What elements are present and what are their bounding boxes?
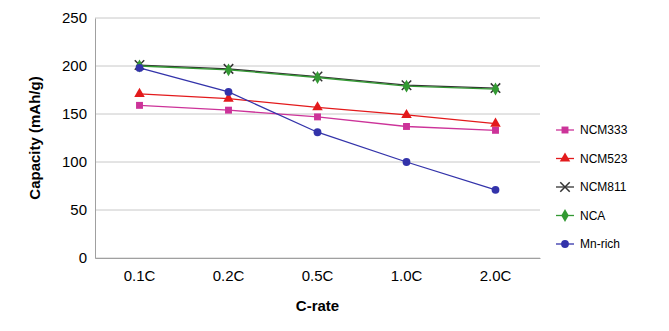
series-marker (314, 128, 322, 136)
x-tick-label: 0.2C (213, 267, 245, 284)
series-line (140, 66, 496, 89)
x-tick: 2.0C (480, 258, 512, 284)
legend-marker (561, 209, 568, 222)
x-tick-label: 0.5C (302, 267, 334, 284)
x-axis-title: C-rate (296, 297, 339, 314)
y-tick: 100 (62, 153, 95, 170)
series-marker (492, 186, 500, 194)
y-tick-label: 250 (62, 9, 87, 26)
series-marker (492, 83, 499, 96)
chart: 0 50 100 150 200 250 0.1C 0.2C 0.5C 1.0C 2.0C C-rat… (0, 0, 669, 331)
y-tick-label: 100 (62, 153, 87, 170)
series-marker (490, 118, 501, 127)
legend-item: Mn-rich (556, 237, 620, 251)
y-axis-title: Capacity (mAh/g) (26, 76, 43, 199)
y-tick: 0 (79, 249, 95, 266)
x-tick-label: 1.0C (391, 267, 423, 284)
legend-label: NCM811 (580, 180, 627, 194)
series-line (140, 68, 496, 190)
grid-line (95, 162, 540, 163)
y-tick-label: 200 (62, 57, 87, 74)
series-marker (314, 71, 321, 84)
x-tick: 1.0C (391, 258, 423, 284)
legend-item: NCM333 (556, 123, 628, 137)
x-tick-label: 2.0C (480, 267, 512, 284)
series-group (134, 60, 501, 194)
legend-marker (561, 240, 569, 248)
x-axis-line (96, 258, 541, 259)
grid (95, 18, 540, 258)
legend-label: NCA (580, 209, 605, 223)
legend-marker (560, 182, 569, 191)
grid-line (95, 258, 540, 259)
series-marker (314, 113, 321, 120)
x-tick: 0.5C (302, 258, 334, 284)
legend-item: NCM811 (556, 180, 627, 194)
series-line (140, 65, 496, 88)
y-tick: 50 (70, 201, 95, 218)
series-marker (225, 88, 233, 96)
x-tick: 0.2C (213, 258, 245, 284)
series-marker (403, 123, 410, 130)
x-tick: 0.1C (124, 258, 156, 284)
grid-line (95, 210, 540, 211)
legend-label: Mn-rich (580, 237, 620, 251)
series-marker (225, 107, 232, 114)
x-tick-label: 0.1C (124, 267, 156, 284)
series-marker (403, 158, 411, 166)
y-axis: 0 50 100 150 200 250 (62, 9, 96, 266)
legend: NCM333 NCM523 NCM811 NCA Mn-rich (556, 123, 628, 251)
plot-area: 0 50 100 150 200 250 0.1C 0.2C 0.5C 1.0C 2.0C (62, 9, 541, 283)
y-tick-label: 150 (62, 105, 87, 122)
series-marker (312, 101, 323, 110)
series-marker (136, 60, 143, 73)
series-marker (403, 80, 410, 93)
series-marker (492, 127, 499, 134)
legend-label: NCM523 (580, 152, 628, 166)
series-marker (225, 63, 232, 76)
y-tick: 250 (62, 9, 95, 26)
series-line (140, 94, 496, 124)
y-axis-line (95, 19, 96, 259)
y-tick-label: 0 (79, 249, 87, 266)
legend-label: NCM333 (580, 123, 628, 137)
grid-line (95, 18, 540, 19)
y-tick: 150 (62, 105, 95, 122)
x-axis: 0.1C 0.2C 0.5C 1.0C 2.0C (96, 258, 541, 284)
legend-item: NCA (556, 209, 605, 223)
legend-marker (560, 152, 571, 161)
series-marker (136, 64, 144, 72)
legend-item: NCM523 (556, 152, 628, 166)
y-tick-label: 50 (70, 201, 87, 218)
series-marker (401, 109, 412, 118)
series-marker (136, 102, 143, 109)
series-marker (134, 88, 145, 97)
y-tick: 200 (62, 57, 95, 74)
legend-marker (562, 127, 569, 134)
